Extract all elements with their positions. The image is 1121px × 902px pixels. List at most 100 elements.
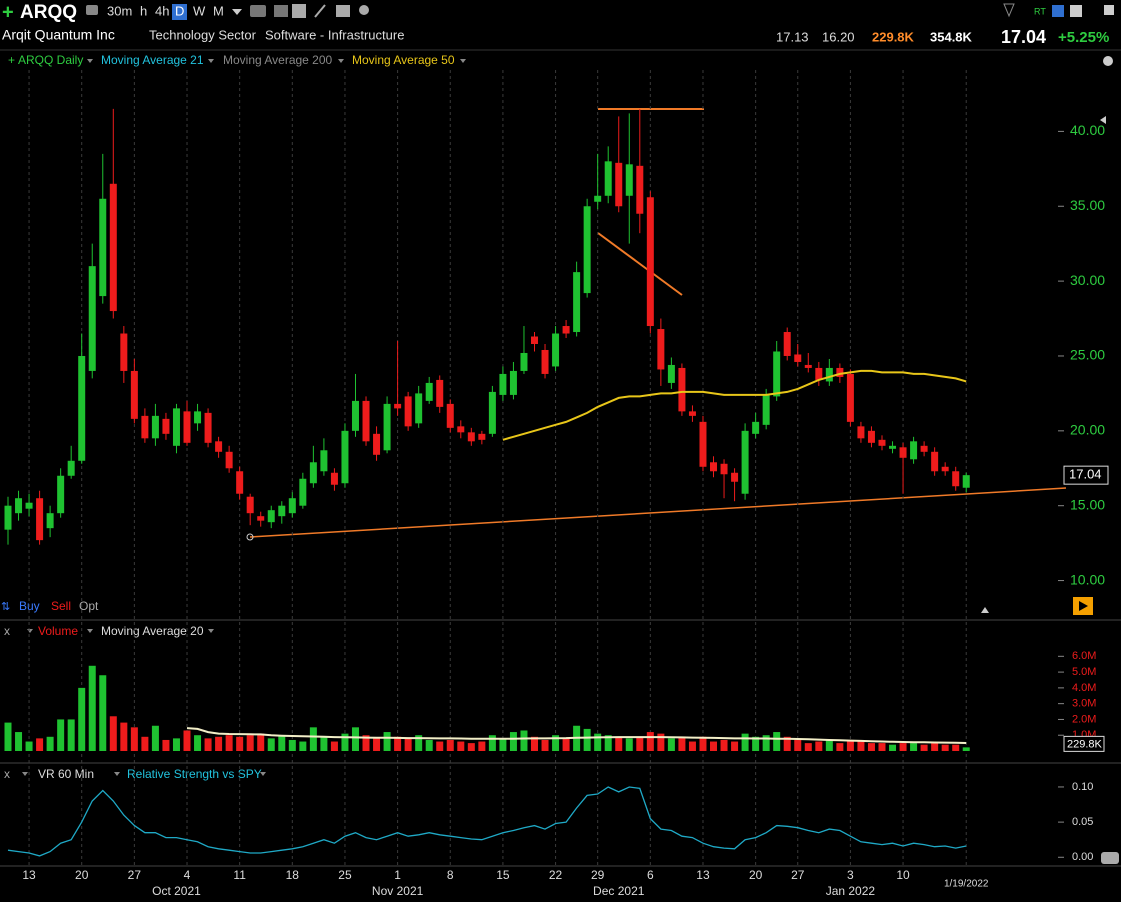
icon[interactable] <box>86 5 98 15</box>
icon[interactable] <box>1003 3 1015 18</box>
dropdown[interactable] <box>208 59 214 63</box>
volume-bar <box>762 735 770 751</box>
dropdown[interactable] <box>338 59 344 63</box>
legend-entry[interactable]: Moving Average 21 <box>101 53 204 67</box>
candle-body <box>320 450 328 472</box>
candle-body <box>562 326 570 334</box>
add-icon[interactable]: + <box>2 1 14 23</box>
x-tick-label: 20 <box>75 868 89 882</box>
volume-bar <box>246 735 254 751</box>
volume-bar <box>952 744 960 751</box>
timeframe[interactable]: M <box>213 3 224 18</box>
volume-bar <box>741 733 749 751</box>
dropdown[interactable] <box>87 629 93 633</box>
icon[interactable] <box>314 4 326 18</box>
sector: Technology Sector <box>149 27 257 42</box>
close-panel[interactable]: x <box>4 767 10 781</box>
legend-entry[interactable]: VR 60 Min <box>38 767 94 781</box>
sell-button[interactable]: Sell <box>51 599 71 613</box>
y-tick-label: 10.00 <box>1070 571 1105 587</box>
timeframe[interactable]: D <box>175 3 184 18</box>
volume-bar <box>720 739 728 751</box>
legend-entry[interactable]: Volume <box>38 624 78 638</box>
x-tick-label: 1/19/2022 <box>944 879 989 890</box>
candle-body <box>425 382 433 401</box>
close-panel[interactable]: x <box>4 624 10 638</box>
candle-body <box>446 403 454 428</box>
candle-body <box>204 412 212 443</box>
scroll-icon[interactable] <box>1100 116 1106 124</box>
icon[interactable] <box>292 4 306 18</box>
legend-entry[interactable]: ARQQ Daily <box>18 53 83 67</box>
volume-bar <box>783 736 791 751</box>
dropdown[interactable] <box>232 9 242 15</box>
icon[interactable] <box>1104 5 1114 15</box>
dropdown[interactable] <box>260 772 266 776</box>
candle-body <box>151 415 159 439</box>
icon[interactable] <box>359 5 369 15</box>
candle-body <box>330 472 338 485</box>
candle-body <box>225 451 233 469</box>
y-tick-label: 6.0M <box>1072 650 1096 662</box>
candle-body <box>436 379 444 407</box>
icon[interactable] <box>1101 852 1119 864</box>
volume-bar <box>109 716 117 751</box>
symbol[interactable]: ARQQ <box>20 2 77 23</box>
volume-bar <box>299 741 307 751</box>
volume-bar <box>594 733 602 751</box>
volume-bar <box>151 725 159 751</box>
candle-body <box>815 367 823 380</box>
legend-entry[interactable]: Moving Average 20 <box>101 624 204 638</box>
high: 17.13 <box>776 29 809 44</box>
drawn-line[interactable] <box>597 232 683 296</box>
timeframe[interactable]: h <box>140 3 147 18</box>
candle-body <box>78 355 86 461</box>
dropdown[interactable] <box>87 59 93 63</box>
dropdown[interactable] <box>27 629 33 633</box>
timeframe[interactable]: W <box>193 3 206 18</box>
candle-body <box>57 475 65 514</box>
volume-bar <box>457 741 465 751</box>
drawn-line[interactable] <box>249 487 1067 538</box>
scroll-icon[interactable] <box>981 607 989 613</box>
legend-entry[interactable]: Moving Average 50 <box>352 53 455 67</box>
icon[interactable] <box>1052 5 1064 17</box>
volume-bar <box>846 739 854 751</box>
legend-entry[interactable]: Relative Strength vs SPY <box>127 767 262 781</box>
timeframe[interactable]: 4h <box>155 3 169 18</box>
candle-body <box>836 367 844 377</box>
candle-body <box>257 516 265 521</box>
dropdown[interactable] <box>114 772 120 776</box>
icon[interactable] <box>1103 56 1113 66</box>
icon[interactable] <box>1070 5 1082 17</box>
candle-body <box>362 400 370 442</box>
x-month-label: Oct 2021 <box>152 884 201 898</box>
dropdown[interactable] <box>208 629 214 633</box>
y-tick-label: 4.0M <box>1072 682 1096 694</box>
timeframe[interactable]: 30m <box>107 3 132 18</box>
volume-bar <box>625 738 633 751</box>
icon[interactable] <box>274 5 288 17</box>
dropdown[interactable] <box>22 772 28 776</box>
volume-bar <box>615 736 623 751</box>
x-month-label: Nov 2021 <box>372 884 424 898</box>
candle-body <box>952 471 960 487</box>
x-tick-label: 27 <box>128 868 142 882</box>
dropdown[interactable] <box>460 59 466 63</box>
icon[interactable] <box>336 5 350 17</box>
volume-bar <box>941 744 949 751</box>
x-tick-label: 11 <box>233 868 246 882</box>
icon[interactable] <box>250 5 266 17</box>
drawn-anchor[interactable] <box>246 533 254 541</box>
candle-body <box>552 333 560 367</box>
candle-body <box>383 403 391 451</box>
legend-entry[interactable]: Moving Average 200 <box>223 53 333 67</box>
volume-bar <box>657 733 665 751</box>
volume-bar <box>889 744 897 751</box>
y-tick-label: 20.00 <box>1070 422 1105 438</box>
icon[interactable]: RT <box>1034 6 1046 16</box>
candle-body <box>394 403 402 409</box>
candle-body <box>583 206 591 294</box>
options-button[interactable]: Opt <box>79 599 99 613</box>
